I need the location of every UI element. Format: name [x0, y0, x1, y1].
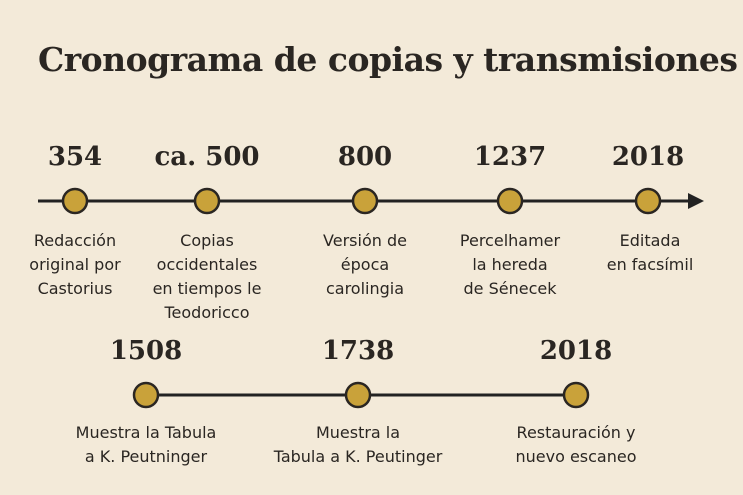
event-marker: [351, 187, 379, 215]
event-year: 1738: [321, 336, 395, 366]
event-description: Versión de época carolingia: [323, 231, 407, 298]
event-marker: [132, 381, 160, 409]
event-description: Percelhamer la hereda de Sénecek: [459, 231, 561, 298]
event-marker: [193, 187, 221, 215]
event-year: ca. 500: [154, 142, 260, 172]
event-description: Editada en facsímil: [606, 231, 694, 274]
event-year: 354: [47, 142, 103, 172]
event-marker: [344, 381, 372, 409]
event-marker: [496, 187, 524, 215]
event-marker: [61, 187, 89, 215]
timeline-arrowhead: [688, 193, 704, 209]
diagram-title: Cronograma de copias y transmisiones: [38, 40, 738, 79]
event-marker: [562, 381, 590, 409]
event-marker: [634, 187, 662, 215]
event-year: 1237: [473, 142, 547, 172]
event-year: 800: [337, 142, 393, 172]
event-description: Muestra la Tabula a K. Peutninger: [75, 423, 217, 466]
event-description: Restauración y nuevo escaneo: [515, 423, 637, 466]
event-description: Redacción original por Castorius: [29, 231, 121, 298]
event-description: Copias occidentales en tiempos le Teodor…: [152, 231, 262, 322]
event-description: Muestra la Tabula a K. Peutinger: [273, 423, 443, 466]
event-year: 1508: [109, 336, 183, 366]
event-year: 2018: [539, 336, 613, 366]
event-year: 2018: [611, 142, 685, 172]
